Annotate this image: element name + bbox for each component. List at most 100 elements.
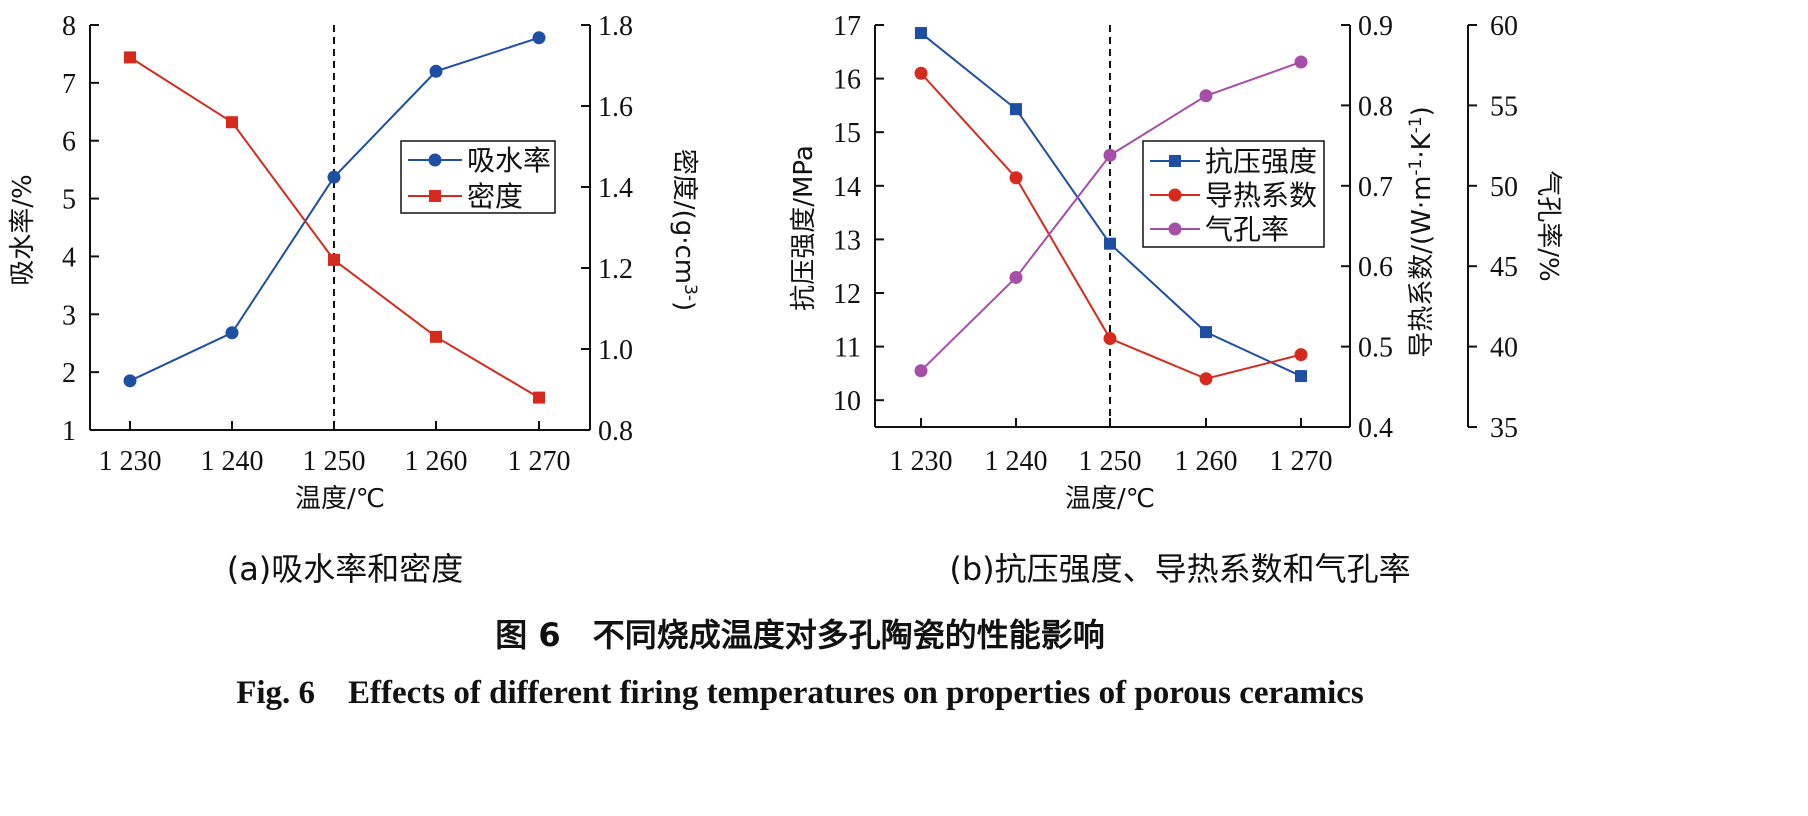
x-axis-title: 温度/℃ — [1065, 484, 1155, 514]
left-tick-label: 6 — [62, 127, 76, 158]
left-tick-label: 5 — [62, 185, 76, 216]
data-point — [1294, 55, 1308, 69]
data-point — [123, 374, 137, 388]
left-tick-label: 17 — [833, 11, 861, 42]
right-tick-label: 1.0 — [598, 335, 633, 366]
second-right-tick-label: 35 — [1490, 413, 1518, 444]
data-point — [1104, 237, 1116, 250]
data-point — [1295, 370, 1307, 383]
left-tick-label: 12 — [833, 279, 861, 310]
right-tick-label: 0.8 — [1358, 91, 1393, 122]
x-tick-label: 1 230 — [99, 446, 162, 477]
left-tick-label: 3 — [62, 300, 76, 331]
right-tick-label: 1.8 — [598, 11, 633, 42]
data-point — [915, 27, 927, 40]
data-point — [1009, 171, 1023, 185]
second-right-tick-label: 55 — [1490, 91, 1518, 122]
second-right-tick-label: 50 — [1490, 172, 1518, 203]
data-point — [124, 51, 136, 64]
right-tick-label: 0.6 — [1358, 252, 1393, 283]
data-point — [1294, 348, 1308, 362]
right-tick-label: 1.4 — [598, 173, 633, 204]
panel-b-chart: 10 11 12 13 14 15 16 17 0.4 0.5 0.6 0.7 0.8 0.9 35 40 45… — [789, 11, 1563, 588]
legend-marker — [428, 153, 442, 167]
right-tick-label: 0.4 — [1358, 413, 1393, 444]
left-tick-label: 1 — [62, 416, 76, 447]
data-point — [1199, 89, 1213, 103]
second-right-tick-label: 60 — [1490, 11, 1518, 42]
right-tick-label: 1.6 — [598, 92, 633, 123]
right-axis-title-sup: 3- — [680, 284, 700, 301]
left-tick-label: 16 — [833, 65, 861, 96]
left-tick-label: 10 — [833, 386, 861, 417]
right-axis-title: 导热系数/(W·m-1·K-1) — [1406, 106, 1437, 358]
data-point — [532, 31, 546, 45]
x-tick-label: 1 270 — [1270, 446, 1333, 477]
left-tick-label: 13 — [833, 225, 861, 256]
data-point — [1009, 270, 1023, 284]
right-tick-label: 0.9 — [1358, 11, 1393, 42]
data-point — [225, 326, 239, 340]
second-right-tick-label: 45 — [1490, 252, 1518, 283]
data-point — [1199, 372, 1213, 386]
legend-label: 导热系数 — [1205, 179, 1317, 212]
data-point — [1103, 148, 1117, 162]
right-axis-title-part: ·K — [1407, 132, 1437, 158]
legend-marker — [1169, 155, 1181, 167]
data-point — [1010, 103, 1022, 116]
panel-b-caption: (b)抗压强度、导热系数和气孔率 — [949, 550, 1410, 588]
right-axis-title-end: ) — [669, 301, 699, 311]
panel-a-chart: 1 2 3 4 5 6 7 8 0.8 1.0 1.2 1.4 1.6 1.8 1 230 1 240 1 25… — [8, 11, 700, 588]
right-axis-title-part: -1 — [1406, 159, 1426, 176]
x-tick-label: 1 260 — [1175, 446, 1238, 477]
legend-label: 抗压强度 — [1205, 145, 1317, 178]
x-tick-label: 1 240 — [985, 446, 1048, 477]
right-axis-title-main: 密度/(g·cm — [669, 149, 699, 284]
data-point — [429, 64, 443, 78]
data-point — [533, 391, 545, 404]
left-tick-label: 4 — [62, 242, 76, 273]
figure-caption-english: Fig. 6 Effects of different firing tempe… — [236, 675, 1364, 711]
right-axis-title-part: -1 — [1406, 116, 1426, 133]
left-tick-label: 7 — [62, 69, 76, 100]
legend-marker — [1168, 188, 1182, 202]
legend-marker — [429, 190, 441, 202]
left-axis-title: 吸水率/% — [8, 174, 38, 285]
legend-label: 气孔率 — [1205, 213, 1289, 246]
left-tick-label: 2 — [62, 358, 76, 389]
figure-caption-chinese: 图 6 不同烧成温度对多孔陶瓷的性能影响 — [495, 616, 1104, 654]
right-tick-label: 0.5 — [1358, 333, 1393, 364]
x-axis-title: 温度/℃ — [295, 484, 385, 514]
legend-label: 密度 — [467, 180, 523, 213]
left-tick-label: 11 — [834, 333, 861, 364]
right-axis-title-part: 导热系数/(W·m — [1407, 176, 1437, 358]
x-tick-label: 1 240 — [201, 446, 264, 477]
data-point — [1200, 326, 1212, 339]
data-point — [914, 364, 928, 378]
x-tick-label: 1 230 — [890, 446, 953, 477]
data-point — [430, 330, 442, 343]
data-point — [914, 66, 928, 80]
right-tick-label: 0.7 — [1358, 172, 1393, 203]
data-point — [328, 253, 340, 266]
data-point — [1103, 332, 1117, 346]
right-tick-label: 0.8 — [598, 416, 633, 447]
data-point — [327, 170, 341, 184]
legend-label: 吸水率 — [467, 144, 551, 177]
x-tick-label: 1 250 — [303, 446, 366, 477]
left-axis-title: 抗压强度/MPa — [789, 145, 819, 311]
panel-a-caption: (a)吸水率和密度 — [227, 550, 464, 588]
right-tick-label: 1.2 — [598, 254, 633, 285]
right-axis-title-part: ) — [1407, 106, 1437, 116]
series-line-1 — [129, 56, 540, 399]
second-right-axis-title: 气孔率/% — [1533, 170, 1563, 281]
right-axis-title: 密度/(g·cm3-) — [669, 149, 700, 311]
left-tick-label: 15 — [833, 118, 861, 149]
left-tick-label: 14 — [833, 172, 861, 203]
data-point — [226, 116, 238, 129]
second-right-tick-label: 40 — [1490, 333, 1518, 364]
legend-marker — [1168, 222, 1182, 236]
